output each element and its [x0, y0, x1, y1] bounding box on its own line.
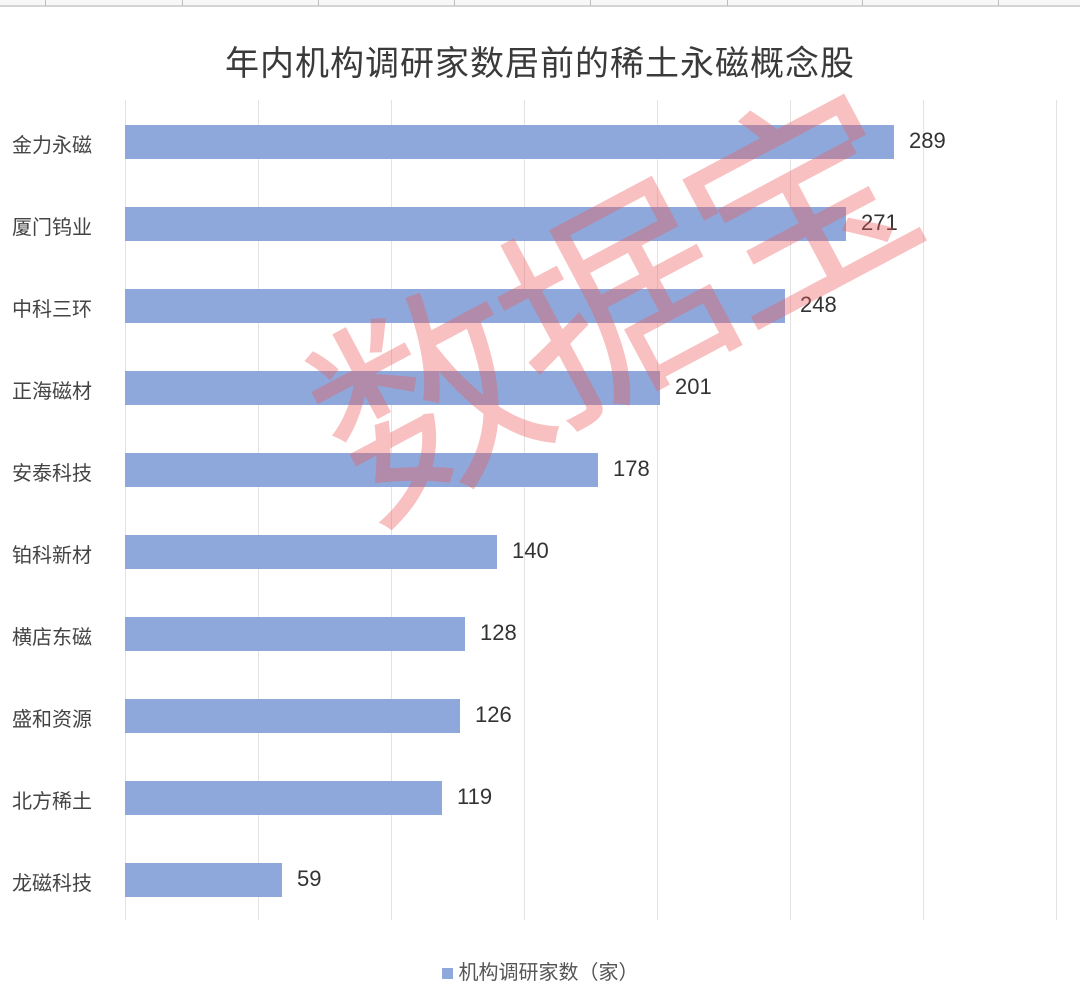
- bar: [125, 125, 894, 159]
- legend-swatch: [441, 968, 453, 979]
- column-divider: [590, 0, 591, 6]
- bar: [125, 781, 442, 815]
- category-label: 正海磁材: [12, 379, 92, 403]
- category-label: 龙磁科技: [12, 871, 92, 895]
- gridline: [923, 100, 924, 920]
- data-label: 119: [457, 784, 493, 809]
- bar: [125, 371, 660, 405]
- gridline: [524, 100, 525, 920]
- bar: [125, 535, 497, 569]
- column-divider: [727, 0, 728, 6]
- category-label: 厦门钨业: [12, 215, 92, 239]
- gridline: [1056, 100, 1057, 920]
- bar: [125, 699, 460, 733]
- data-label: 140: [512, 538, 549, 563]
- bar: [125, 453, 598, 487]
- data-label: 126: [475, 702, 512, 727]
- data-label: 128: [480, 620, 517, 645]
- gridline: [790, 100, 791, 920]
- gridline: [657, 100, 658, 920]
- bar: [125, 207, 846, 241]
- plot-area: [125, 100, 1057, 920]
- legend: 机构调研家数（家）: [0, 956, 1080, 985]
- column-divider: [998, 0, 999, 6]
- column-divider: [862, 0, 863, 6]
- category-label: 金力永磁: [12, 133, 92, 157]
- legend-label: 机构调研家数（家）: [458, 960, 639, 984]
- data-label: 178: [613, 456, 650, 481]
- chart-title: 年内机构调研家数居前的稀土永磁概念股: [225, 44, 855, 84]
- data-label: 59: [297, 866, 322, 891]
- column-divider: [182, 0, 183, 6]
- category-label: 北方稀土: [12, 789, 92, 813]
- column-divider: [318, 0, 319, 6]
- bar: [125, 289, 785, 323]
- data-label: 271: [861, 210, 898, 235]
- column-divider: [45, 0, 46, 6]
- category-label: 盛和资源: [12, 707, 92, 731]
- category-label: 铂科新材: [12, 543, 92, 567]
- category-label: 横店东磁: [12, 625, 92, 649]
- column-divider: [454, 0, 455, 6]
- gridline: [391, 100, 392, 920]
- data-label: 201: [675, 374, 712, 399]
- data-label: 248: [800, 292, 837, 317]
- category-label: 中科三环: [12, 297, 92, 321]
- bar: [125, 863, 282, 897]
- gridline: [258, 100, 259, 920]
- bar: [125, 617, 465, 651]
- spreadsheet-column-strip: [0, 0, 1080, 7]
- gridline: [125, 100, 126, 920]
- category-label: 安泰科技: [12, 461, 92, 485]
- data-label: 289: [909, 128, 946, 153]
